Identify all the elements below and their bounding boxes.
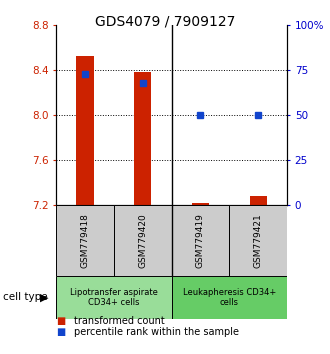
Text: transformed count: transformed count [74, 316, 165, 326]
Text: GSM779419: GSM779419 [196, 213, 205, 268]
Text: cell type: cell type [3, 292, 48, 302]
Bar [114, 205, 172, 276]
Bar [76, 56, 94, 205]
Bar [172, 276, 287, 319]
Text: Leukapheresis CD34+
cells: Leukapheresis CD34+ cells [183, 288, 276, 307]
Text: GSM779418: GSM779418 [81, 213, 89, 268]
Text: ■: ■ [56, 316, 65, 326]
Bar [249, 196, 267, 205]
Text: ▶: ▶ [40, 292, 49, 302]
Bar [192, 203, 209, 205]
Bar [229, 205, 287, 276]
Text: GDS4079 / 7909127: GDS4079 / 7909127 [95, 14, 235, 28]
Text: GSM779420: GSM779420 [138, 213, 147, 268]
Text: GSM779421: GSM779421 [254, 213, 263, 268]
Bar [56, 205, 114, 276]
Text: percentile rank within the sample: percentile rank within the sample [74, 327, 239, 337]
Bar [172, 205, 229, 276]
Bar [134, 72, 151, 205]
Text: Lipotransfer aspirate
CD34+ cells: Lipotransfer aspirate CD34+ cells [70, 288, 158, 307]
Text: ■: ■ [56, 327, 65, 337]
Bar [56, 276, 172, 319]
